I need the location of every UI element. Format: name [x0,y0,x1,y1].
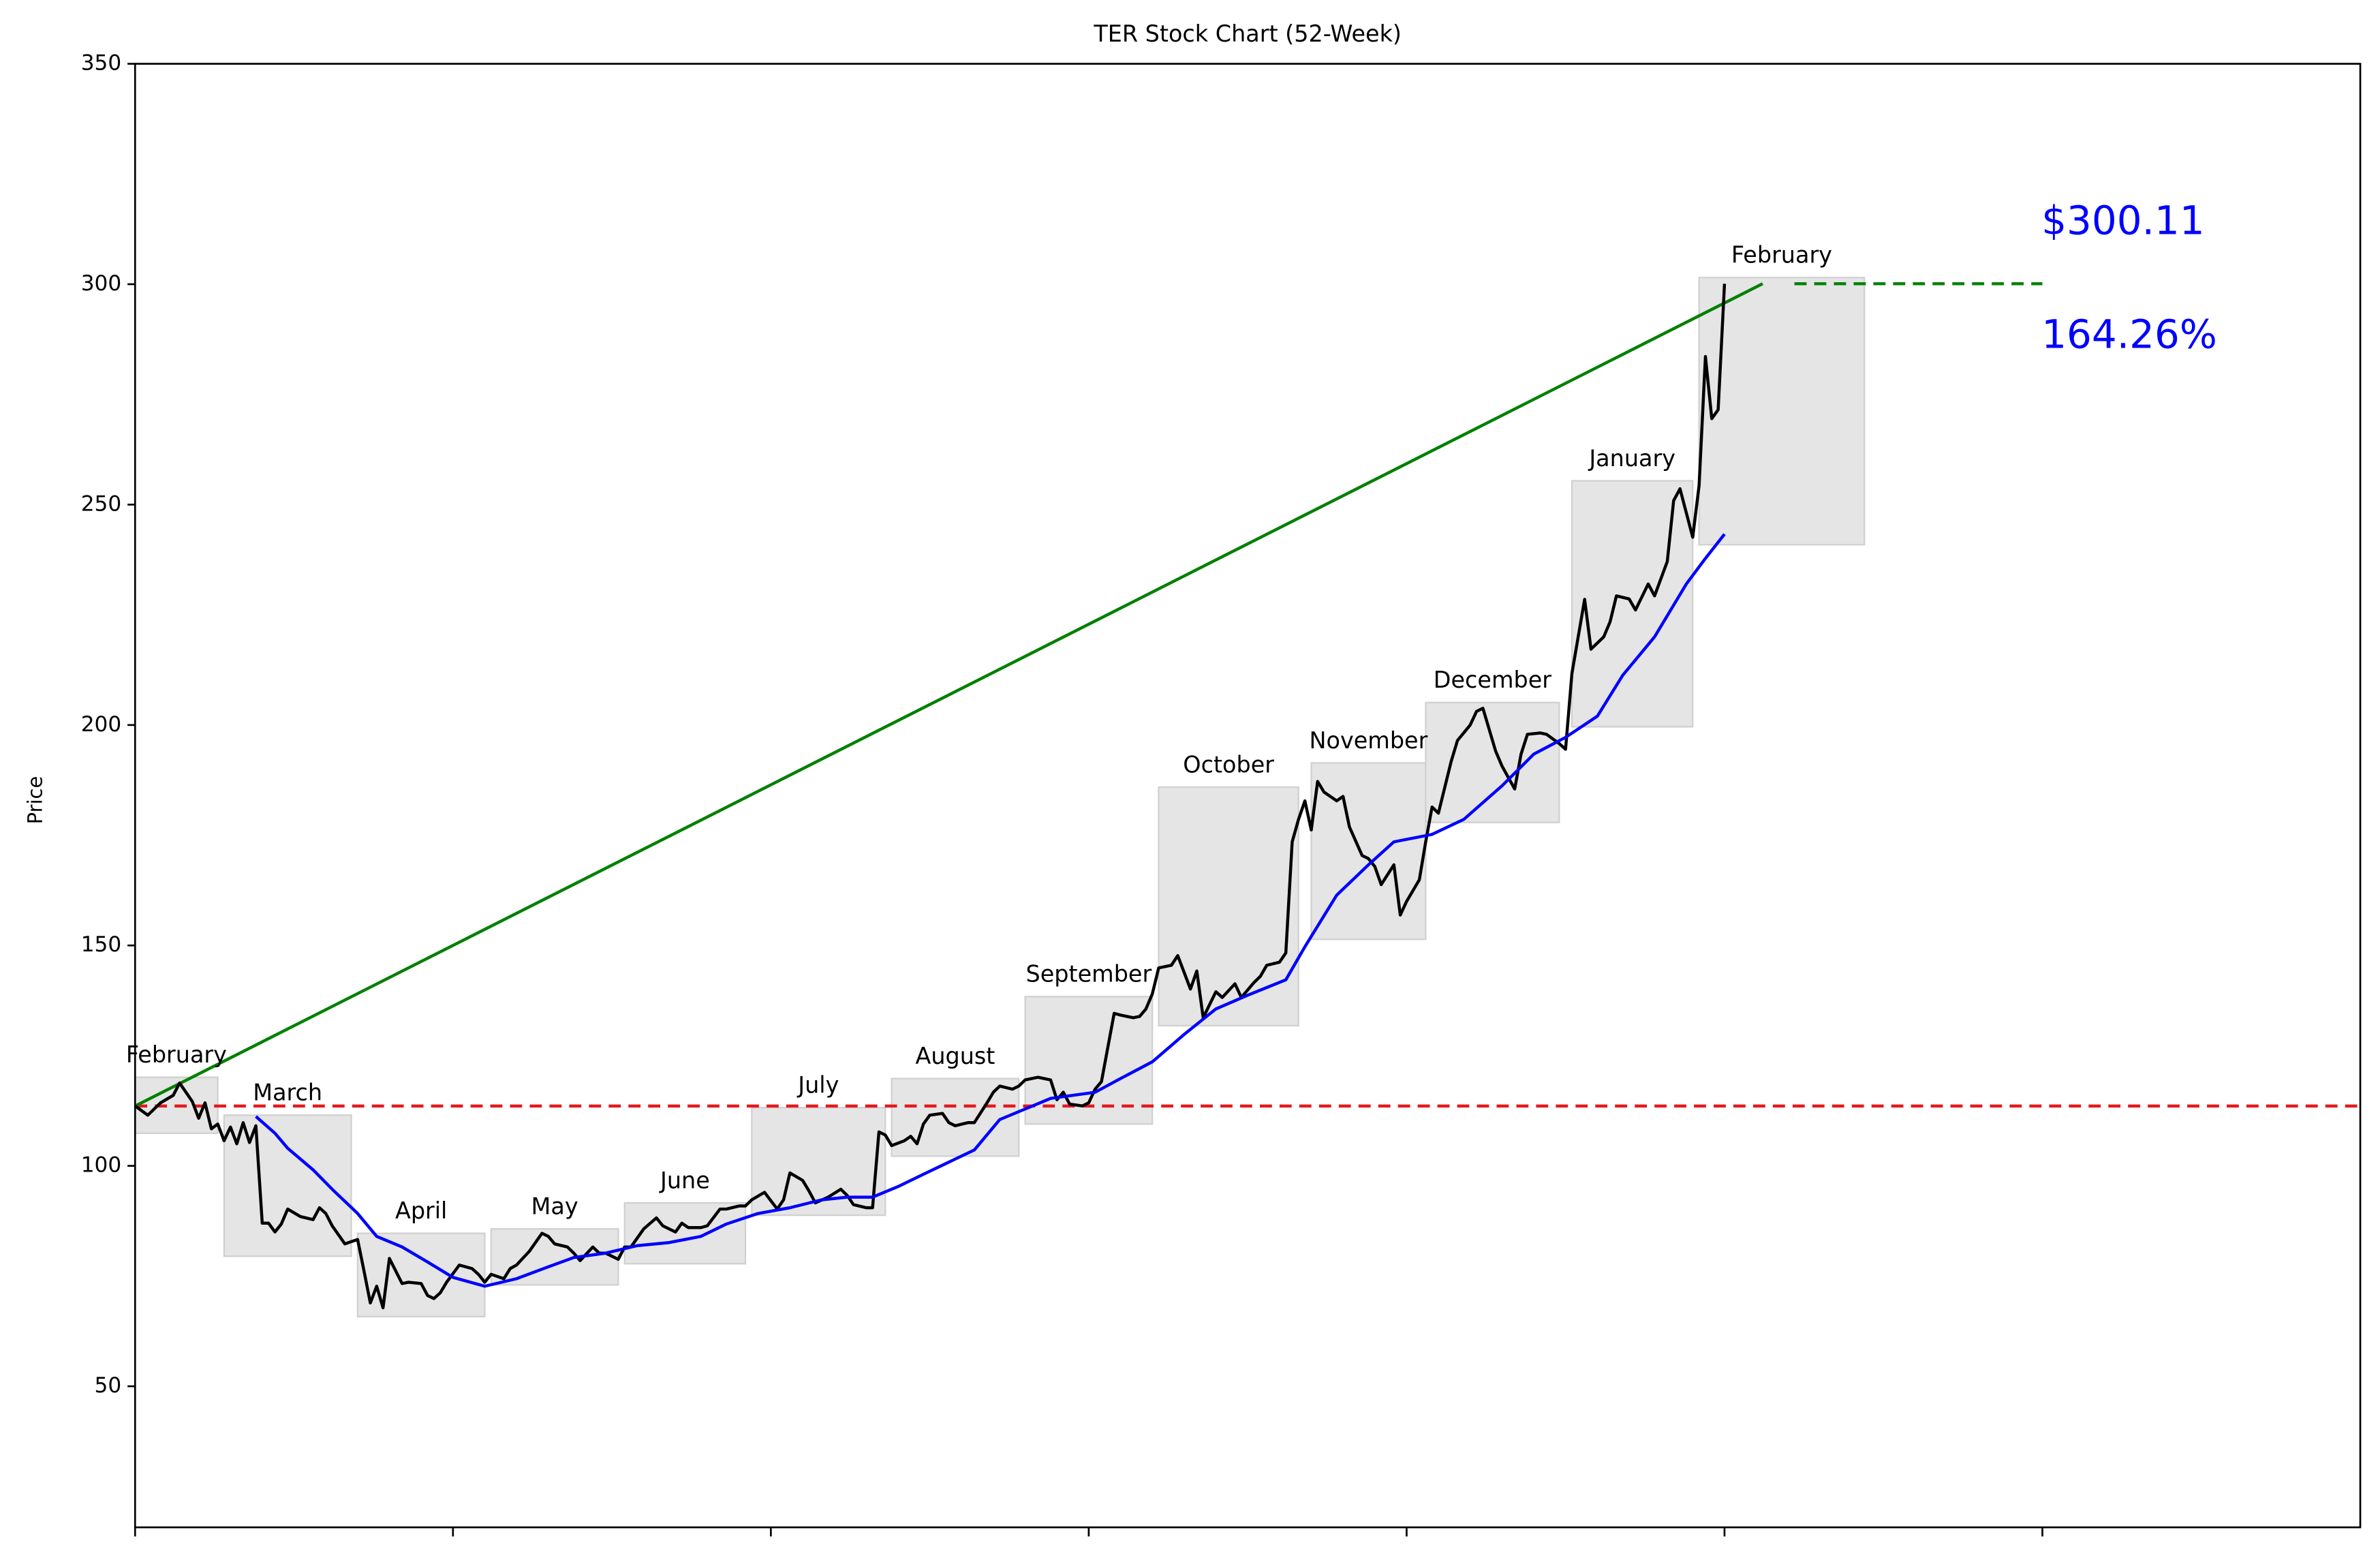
month-label: May [531,1193,578,1219]
month-range-box [490,1228,619,1286]
month-label: September [1026,961,1152,988]
month-label: October [1183,751,1274,778]
month-range-box [1310,762,1427,940]
annotation: $300.11 [2041,198,2204,244]
y-tick-label: 200 [81,712,121,737]
plot-frame [134,63,2362,1529]
moving-average-line [255,533,1726,1288]
month-range-box [891,1077,1020,1157]
y-tick-label: 100 [81,1153,121,1178]
month-label: April [395,1197,447,1224]
month-range-box [356,1232,486,1318]
annotation: 164.26% [2041,311,2217,358]
price-line [134,284,1727,1310]
month-label: July [797,1072,839,1099]
y-tick-label: 300 [81,271,121,296]
y-tick-label: 50 [95,1373,122,1398]
month-label: February [1731,242,1832,269]
month-label: December [1434,667,1551,693]
y-axis-label: Price [23,776,46,825]
month-label: November [1310,727,1428,754]
month-label: March [253,1080,322,1106]
month-range-box [223,1114,352,1257]
y-tick-label: 350 [81,51,121,76]
month-label: August [915,1043,995,1069]
month-range-box [623,1202,747,1265]
y-tick-label: 150 [81,932,121,957]
month-range-box [1158,786,1299,1027]
trend-line [134,282,1763,1107]
y-tick-label: 250 [81,491,121,516]
month-label: June [659,1167,710,1193]
chart-title: TER Stock Chart (52-Week) [1093,20,1402,47]
month-label: February [126,1041,227,1068]
month-label: January [1588,445,1675,472]
month-range-box [1425,701,1560,823]
month-range-box [1698,277,1866,546]
